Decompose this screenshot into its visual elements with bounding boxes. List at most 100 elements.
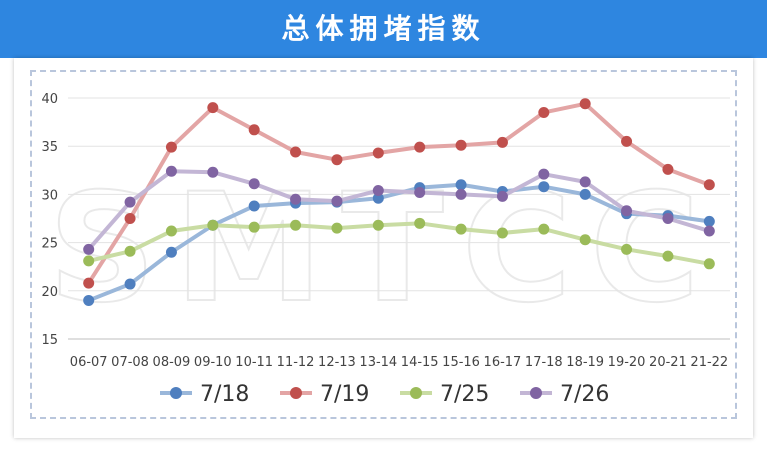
data-point [83,294,95,306]
data-point [207,102,219,114]
data-point [124,245,136,257]
x-tick-label: 06-07 [70,355,108,370]
x-tick-label: 20-21 [649,355,687,370]
data-point [165,225,177,237]
x-tick-label: 12-13 [318,355,356,370]
legend-label: 7/19 [320,382,369,407]
chart-dashed-border [30,70,737,419]
data-point [331,154,343,166]
data-point [496,227,508,239]
data-point [579,188,591,200]
data-point [579,234,591,246]
legend-marker [290,387,302,399]
x-tick-label: 11-12 [277,355,315,370]
y-tick-label: 40 [41,92,58,107]
data-point [124,196,136,208]
x-tick-label: 10-11 [235,355,273,370]
x-tick-label: 14-15 [401,355,439,370]
page-title: 总体拥堵指数 [281,12,486,45]
legend-marker [170,387,182,399]
data-point [290,193,302,205]
data-point [538,181,550,193]
grid-lines [68,97,730,340]
data-point [455,139,467,151]
y-tick-label: 30 [41,188,58,203]
data-point [703,215,715,227]
series-line [86,221,712,266]
legend-item: 7/25 [400,382,489,407]
series-line [86,169,712,252]
data-point [290,219,302,231]
data-point [207,219,219,231]
data-point [621,135,633,147]
x-tick-label: 08-09 [153,355,191,370]
data-point [372,219,384,231]
legend-item: 7/26 [520,382,609,407]
data-point [124,278,136,290]
x-tick-label: 09-10 [194,355,232,370]
legend-marker [410,387,422,399]
data-point [372,185,384,197]
data-point [207,166,219,178]
data-point [662,213,674,224]
series-2 [83,217,715,270]
data-point [662,163,674,175]
data-point [414,186,426,198]
y-tick-label: 25 [41,237,58,252]
data-point [248,200,260,212]
data-point [621,243,633,255]
x-tick-label: 13-14 [359,355,397,370]
x-tick-label: 07-08 [111,355,149,370]
legend: 7/18 7/19 7/25 7/26 [160,382,609,407]
data-point [124,213,136,224]
data-point [579,176,591,188]
data-point [538,223,550,235]
data-point [331,222,343,234]
data-point [538,168,550,180]
x-axis-ticks: 06-07 07-08 08-09 09-10 10-11 11-12 12-13 13-14… [70,355,728,370]
x-tick-label: 18-19 [566,355,604,370]
x-tick-label: 17-18 [525,355,563,370]
data-point [455,223,467,235]
data-point [496,190,508,202]
data-point [248,178,260,190]
series-group [83,98,715,306]
data-point [414,141,426,153]
data-point [248,221,260,233]
data-point [662,250,674,262]
legend-item: 7/19 [280,382,369,407]
data-point [165,165,177,177]
legend-item: 7/18 [160,382,249,407]
data-point [703,258,715,270]
y-tick-label: 20 [41,285,58,300]
y-axis-ticks: 15 20 25 30 35 40 [41,92,58,348]
data-point [165,246,177,258]
data-point [538,106,550,118]
data-point [455,188,467,200]
legend-label: 7/25 [440,382,489,407]
data-point [165,141,177,153]
data-point [372,147,384,159]
legend-label: 7/18 [200,382,249,407]
data-point [579,98,591,110]
series-1 [83,98,715,289]
data-point [372,192,384,204]
y-tick-label: 15 [41,333,58,348]
header-bar [0,0,767,58]
data-point [83,255,95,267]
data-point [703,225,715,237]
data-point [496,136,508,148]
data-point [621,205,633,217]
data-point [290,146,302,158]
x-tick-label: 21-22 [690,355,728,370]
data-point [455,179,467,191]
data-point [248,124,260,136]
legend-marker [530,387,542,399]
y-tick-label: 35 [41,140,58,155]
data-point [83,277,95,289]
data-point [703,179,715,191]
data-point [414,217,426,229]
data-point [331,195,343,207]
legend-label: 7/26 [560,382,609,407]
